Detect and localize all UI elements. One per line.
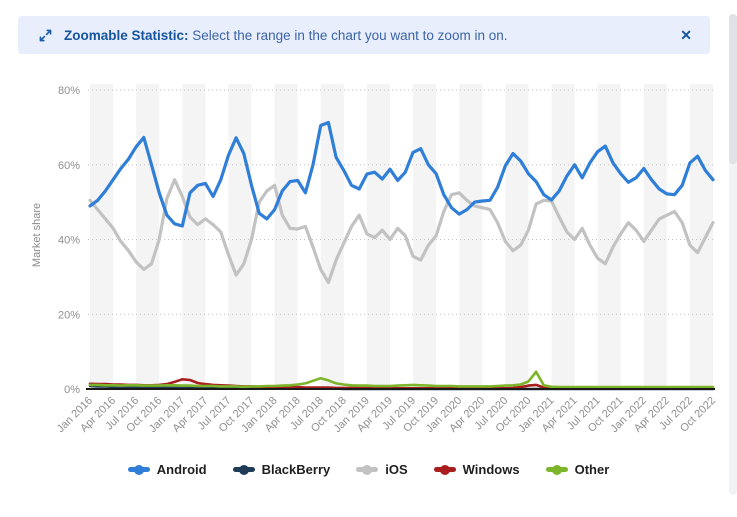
- background-band: [597, 84, 621, 389]
- background-band: [136, 84, 160, 389]
- y-tick-label: 60%: [58, 160, 80, 172]
- close-icon[interactable]: ✕: [676, 24, 696, 46]
- scrollbar-thumb[interactable]: [729, 14, 737, 164]
- banner-text: Zoomable Statistic: Select the range in …: [64, 28, 507, 43]
- legend-item-other[interactable]: Other: [545, 462, 610, 477]
- legend-marker: [232, 464, 255, 475]
- legend-marker-dot: [362, 464, 373, 475]
- y-tick-label: 0%: [64, 384, 80, 396]
- banner-message: Select the range in the chart you want t…: [188, 27, 508, 43]
- legend-label: iOS: [385, 462, 408, 477]
- legend-item-windows[interactable]: Windows: [433, 462, 520, 477]
- zoom-banner: Zoomable Statistic: Select the range in …: [18, 16, 710, 54]
- background-band: [182, 84, 206, 389]
- legend-label: Windows: [462, 462, 520, 477]
- banner-title: Zoomable Statistic:: [64, 27, 189, 43]
- series-line-other: [88, 370, 715, 389]
- series-line-android: [88, 120, 715, 228]
- legend-marker-dot: [238, 464, 249, 475]
- legend-item-blackberry[interactable]: BlackBerry: [232, 462, 331, 477]
- background-band: [366, 84, 390, 389]
- legend-marker: [356, 464, 379, 475]
- legend-marker-dot: [133, 464, 144, 475]
- y-tick-label: 20%: [58, 309, 80, 321]
- y-tick-label: 80%: [58, 85, 80, 97]
- background-band: [689, 84, 713, 389]
- scrollbar-track[interactable]: [729, 14, 737, 495]
- legend-label: BlackBerry: [261, 462, 331, 477]
- legend-marker-dot: [439, 464, 450, 475]
- legend-marker-dot: [551, 464, 562, 475]
- y-tick-label: 40%: [58, 235, 80, 247]
- background-band: [320, 84, 344, 389]
- background-band: [505, 84, 529, 389]
- legend-marker: [545, 464, 568, 475]
- y-axis-title: Market share: [31, 203, 43, 267]
- legend-marker: [127, 464, 150, 475]
- legend-marker: [433, 464, 456, 475]
- legend-label: Other: [574, 462, 610, 477]
- legend-item-android[interactable]: Android: [127, 462, 207, 477]
- chart-legend: Android BlackBerry iOS Windows Other: [0, 462, 737, 477]
- background-band: [413, 84, 437, 389]
- background-band: [90, 84, 114, 389]
- background-band: [459, 84, 483, 389]
- zoom-arrows-icon: [39, 29, 52, 41]
- chart-area[interactable]: 0% 20% 40% 60% 80% Jan 2016 Apr 2016 Jul 2016 Oc…: [0, 60, 737, 460]
- background-band: [643, 84, 667, 389]
- background-band: [551, 84, 575, 389]
- legend-label: Android: [156, 462, 207, 477]
- series-line-ios: [88, 178, 715, 285]
- background-band: [228, 84, 252, 389]
- legend-item-ios[interactable]: iOS: [356, 462, 408, 477]
- background-band: [274, 84, 298, 389]
